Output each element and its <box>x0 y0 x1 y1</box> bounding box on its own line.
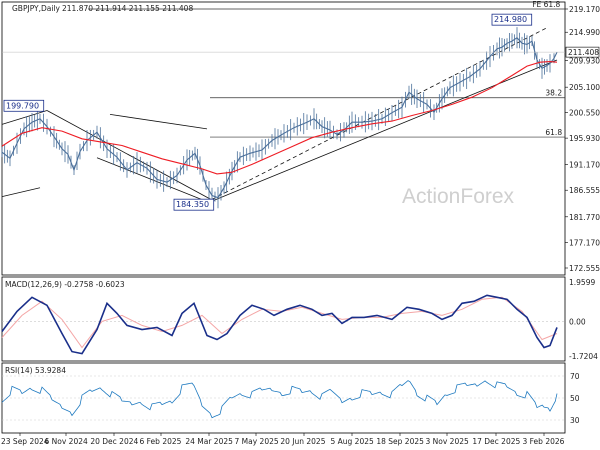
callout-box <box>491 13 533 26</box>
falling-channel-top <box>109 114 208 130</box>
ma-line <box>1 61 558 175</box>
price-title: GBPJPY,Daily <box>12 4 61 13</box>
rsi-tick-label: 30 <box>570 416 580 425</box>
price-tick-label: 177.170 <box>569 238 600 247</box>
x-tick-label: 18 Sep 2025 <box>376 437 424 446</box>
fib-level-label: 38.2 <box>545 89 562 98</box>
price-tick-label: 214.990 <box>569 28 600 37</box>
price-pane-frame <box>1 1 566 276</box>
falling-channel-bottom <box>96 157 208 203</box>
macd-tick-label: -1.7204 <box>569 352 598 361</box>
macd-title: MACD(12,26,9) -0.2758 -0.6023 <box>5 280 125 289</box>
macd-series <box>1 294 565 355</box>
macd-line <box>1 294 558 355</box>
callout-label: 184.350 <box>176 200 209 209</box>
last-price-box <box>565 46 600 58</box>
price-ohlc: 211.870 211.914 211.155 211.408 <box>62 4 193 13</box>
price-callouts: 214.980 199.790 184.350 <box>3 13 533 211</box>
macd-tick-label: 1.9599 <box>569 278 595 287</box>
price-tick-label: 186.555 <box>569 186 600 195</box>
macd-tick-label: 0.00 <box>569 317 586 326</box>
x-tick-label: 3 Nov 2025 <box>426 437 469 446</box>
x-tick-label: 20 Dec 2024 <box>90 437 138 446</box>
price-tick-label: 209.930 <box>569 56 600 65</box>
rsi-tick-label: 50 <box>570 394 580 403</box>
x-tick-label: 6 Feb 2025 <box>140 437 182 446</box>
callout-box <box>3 99 45 112</box>
callout-label: 214.980 <box>494 15 527 24</box>
x-tick-label: 17 Dec 2025 <box>472 437 520 446</box>
x-tick-label: 24 Mar 2025 <box>185 437 233 446</box>
rsi-y-axis: 70 50 30 <box>570 372 580 425</box>
price-tick-label: 191.170 <box>569 161 600 170</box>
price-tick-label: 200.550 <box>569 108 600 117</box>
x-tick-label: 6 Nov 2024 <box>45 437 88 446</box>
rsi-series <box>1 375 565 421</box>
watermark: ActionForex <box>402 185 515 208</box>
macd-y-axis: 1.9599 0.00 -1.7204 <box>569 278 598 361</box>
price-tick-label: 172.555 <box>569 264 600 273</box>
callout-label: 199.790 <box>6 101 39 110</box>
channel-lower-left <box>1 187 41 198</box>
x-tick-label: 23 Sep 2024 <box>1 437 49 446</box>
rsi-tick-label: 70 <box>570 372 580 381</box>
price-y-axis: 219.170 214.990 209.930 205.100 200.550 195.9… <box>2 5 600 273</box>
macd-pane-frame <box>1 276 566 362</box>
rsi-line <box>1 380 558 419</box>
fib-level-label: FE 61.8 <box>532 0 560 9</box>
rsi-title: RSI(14) 53.9284 <box>5 366 66 375</box>
price-tick-label: 219.170 <box>569 5 600 14</box>
callout-box <box>173 198 215 211</box>
channel-upper-left <box>1 110 48 125</box>
x-tick-label: 3 Feb 2026 <box>523 437 565 446</box>
downtrend-line <box>46 110 213 201</box>
price-levels: FE 61.8 38.2 61.8 <box>88 0 565 138</box>
moving-average <box>1 61 558 175</box>
x-tick-label: 20 Jun 2025 <box>280 437 325 446</box>
price-tick-label: 195.930 <box>569 134 600 143</box>
last-price-label: 211.408 <box>568 48 599 57</box>
x-tick-label: 7 May 2025 <box>235 437 279 446</box>
price-tick-label: 181.770 <box>569 213 600 222</box>
fib-level-label: 61.8 <box>545 128 562 137</box>
price-tick-label: 205.100 <box>569 83 600 92</box>
x-tick-label: 5 Aug 2025 <box>331 437 374 446</box>
